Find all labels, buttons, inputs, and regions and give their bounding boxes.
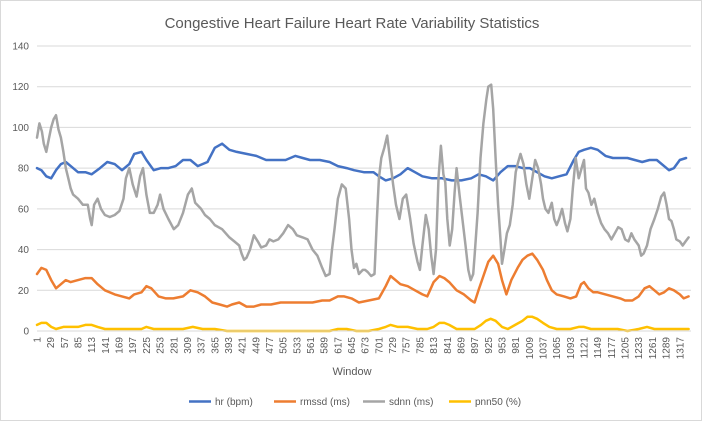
x-tick-label: 673 — [361, 337, 372, 354]
x-tick-label: 141 — [101, 337, 112, 354]
x-tick-label: 925 — [484, 337, 495, 354]
x-tick-label: 253 — [156, 337, 167, 354]
x-tick-label: 1177 — [607, 337, 618, 359]
x-tick-label: 449 — [251, 337, 262, 354]
x-tick-label: 757 — [402, 337, 413, 354]
x-tick-label: 841 — [443, 337, 454, 354]
x-tick-label: 505 — [279, 337, 290, 354]
x-tick-label: 337 — [197, 337, 208, 354]
y-tick-label: 60 — [18, 204, 30, 215]
x-tick-label: 365 — [210, 337, 221, 354]
x-tick-label: 981 — [511, 337, 522, 354]
x-tick-label: 729 — [388, 337, 399, 354]
series-line-4 — [35, 315, 690, 333]
legend: hr (bpm) rmssd (ms) sdnn (ms) pnn50 (%) — [189, 397, 521, 408]
y-tick-label: 80 — [18, 164, 30, 175]
legend-label: rmssd (ms) — [300, 397, 350, 408]
y-tick-label: 40 — [18, 245, 30, 256]
x-tick-label: 1121 — [580, 337, 591, 359]
x-tick-label: 85 — [74, 337, 85, 349]
y-tick-label: 20 — [18, 286, 30, 297]
x-tick-label: 1317 — [675, 337, 686, 360]
x-tick-label: 1205 — [621, 337, 632, 360]
y-tick-label: 0 — [23, 327, 29, 338]
x-tick-label: 393 — [224, 337, 235, 354]
x-tick-label: 169 — [115, 337, 126, 354]
x-tick-label: 1149 — [593, 337, 604, 359]
x-tick-label: 281 — [169, 337, 180, 354]
x-tick-label: 197 — [128, 337, 139, 354]
x-tick-label: 953 — [497, 337, 508, 354]
x-tick-label: 533 — [292, 337, 303, 354]
x-axis-tick-labels: 1 29 57 85 113 141 169 197 225 253 281 309 337 365 393… — [33, 337, 687, 360]
y-axis-tick-labels: 0 20 40 60 80 100 120 140 — [12, 42, 29, 338]
x-tick-label: 477 — [265, 337, 276, 354]
x-tick-label: 1289 — [662, 337, 673, 360]
x-tick-label: 1093 — [566, 337, 577, 360]
x-tick-label: 1065 — [552, 337, 563, 360]
x-tick-label: 813 — [429, 337, 440, 354]
series-lines — [35, 83, 690, 333]
chart-title: Congestive Heart Failure Heart Rate Vari… — [165, 15, 540, 32]
x-tick-label: 589 — [320, 337, 331, 354]
x-tick-label: 645 — [347, 337, 358, 354]
legend-label: hr (bpm) — [215, 397, 253, 408]
x-tick-label: 1 — [33, 337, 44, 343]
x-tick-label: 701 — [374, 337, 385, 354]
x-tick-label: 1009 — [525, 337, 536, 360]
x-tick-label: 617 — [333, 337, 344, 354]
x-tick-label: 113 — [87, 337, 98, 353]
x-tick-label: 421 — [238, 337, 249, 354]
series-line-2 — [35, 252, 690, 308]
x-tick-label: 1037 — [539, 337, 550, 360]
x-tick-label: 1233 — [634, 337, 645, 360]
x-tick-label: 1261 — [648, 337, 659, 360]
gridlines — [37, 45, 691, 291]
y-tick-label: 140 — [12, 42, 29, 53]
y-tick-label: 120 — [12, 82, 29, 93]
x-tick-label: 869 — [456, 337, 467, 354]
x-tick-label: 561 — [306, 337, 317, 354]
x-tick-label: 57 — [60, 337, 71, 349]
legend-label: sdnn (ms) — [389, 397, 433, 408]
x-tick-label: 897 — [470, 337, 481, 354]
x-tick-label: 225 — [142, 337, 153, 354]
x-tick-label: 309 — [183, 337, 194, 354]
y-tick-label: 100 — [12, 123, 29, 134]
series-line-3 — [35, 83, 690, 282]
legend-label: pnn50 (%) — [475, 397, 521, 408]
x-tick-label: 785 — [415, 337, 426, 354]
x-axis-title: Window — [332, 366, 371, 378]
x-tick-label: 29 — [46, 337, 57, 349]
series-line-1 — [35, 142, 688, 182]
